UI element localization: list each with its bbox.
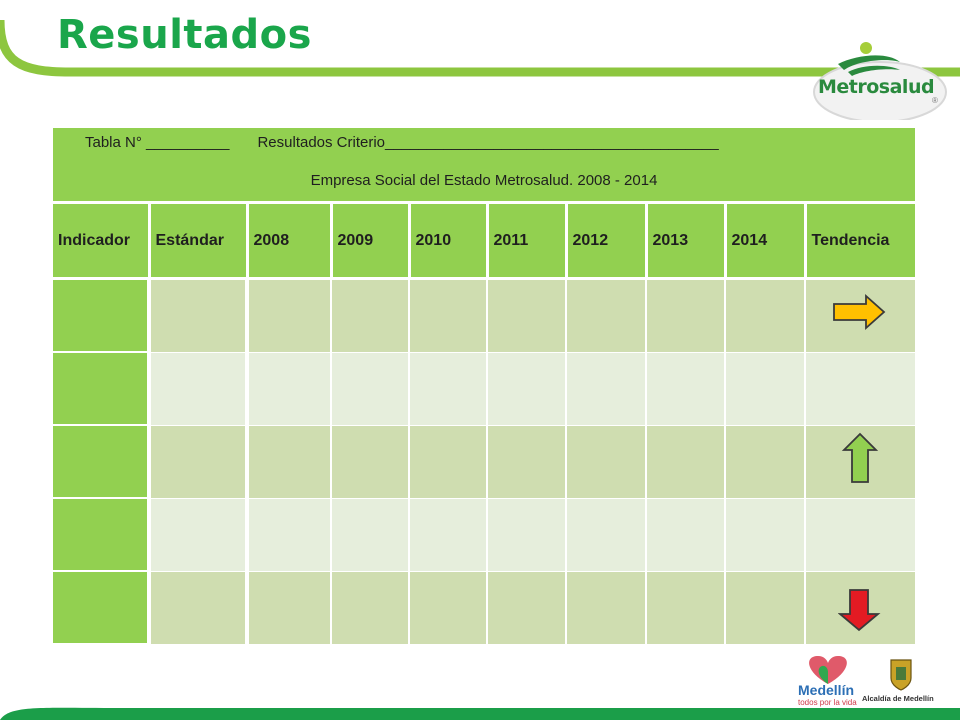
table-cell[interactable] — [724, 498, 805, 572]
table-cell[interactable] — [645, 498, 725, 572]
table-cell[interactable] — [724, 425, 805, 499]
table-cell[interactable] — [245, 425, 331, 499]
table-cell[interactable] — [565, 425, 646, 499]
metrosalud-logo: Metrosalud ® — [808, 36, 948, 120]
page-title: Resultados — [57, 12, 312, 58]
table-cell[interactable] — [408, 571, 487, 645]
caption-blank-number: __________ — [146, 134, 230, 151]
table-cell[interactable] — [565, 571, 646, 645]
table-cell[interactable] — [245, 278, 331, 353]
column-header: 2013 — [644, 201, 725, 280]
column-header: 2008 — [245, 201, 331, 280]
table-row — [53, 498, 915, 572]
table-cell[interactable] — [147, 425, 247, 499]
table-row — [53, 352, 915, 426]
trend-cell — [804, 498, 915, 572]
table-cell[interactable] — [53, 498, 149, 572]
table-cell[interactable] — [147, 352, 247, 426]
table-cell[interactable] — [147, 278, 247, 353]
down-arrow-icon — [838, 588, 881, 631]
alcaldia-logo: Alcaldía de Medellín — [862, 658, 938, 708]
trend-cell — [804, 278, 915, 353]
caption-tabla: Tabla N° — [85, 134, 142, 151]
table-cell[interactable] — [53, 278, 149, 353]
column-header: 2012 — [564, 201, 646, 280]
table-cell[interactable] — [147, 498, 247, 572]
column-header: Indicador — [53, 201, 149, 280]
table-cell[interactable] — [330, 278, 409, 353]
trend-cell — [804, 425, 915, 499]
table-cell[interactable] — [565, 278, 646, 353]
column-header: 2014 — [723, 201, 805, 280]
logo-text: Metrosalud — [818, 76, 935, 98]
medellin-name: Medellín — [798, 682, 855, 698]
trend-cell — [804, 352, 915, 426]
table-cell[interactable] — [408, 425, 487, 499]
table-cell[interactable] — [724, 352, 805, 426]
table-caption: Tabla N° __________ Resultados Criterio__… — [53, 128, 915, 201]
caption-resultados: Resultados Criterio — [257, 134, 386, 151]
table-cell[interactable] — [53, 571, 149, 645]
logo-registered-mark: ® — [932, 96, 938, 105]
column-header: 2011 — [485, 201, 566, 280]
table-cell[interactable] — [565, 352, 646, 426]
table-cell[interactable] — [645, 352, 725, 426]
table-cell[interactable] — [486, 278, 566, 353]
table-cell[interactable] — [408, 498, 487, 572]
metrosalud-figure-icon — [813, 42, 947, 120]
table-cell[interactable] — [724, 571, 805, 645]
table-cell[interactable] — [53, 352, 149, 426]
medellin-logo: Medellín todos por la vida — [796, 652, 860, 710]
table-cell[interactable] — [645, 278, 725, 353]
table-header-row: Indicador Estándar 2008 2009 2010 2011 2… — [53, 201, 915, 280]
column-header: Estándar — [147, 201, 247, 280]
table-cell[interactable] — [330, 498, 409, 572]
table-cell[interactable] — [147, 571, 247, 645]
table-cell[interactable] — [645, 571, 725, 645]
table-cell[interactable] — [53, 425, 149, 499]
column-header: 2009 — [329, 201, 409, 280]
table-cell[interactable] — [408, 278, 487, 353]
table-cell[interactable] — [330, 425, 409, 499]
table-cell[interactable] — [330, 571, 409, 645]
table-cell[interactable] — [330, 352, 409, 426]
column-header: 2010 — [407, 201, 487, 280]
column-header: Tendencia — [803, 201, 915, 280]
table-subtitle: Empresa Social del Estado Metrosalud. 20… — [310, 172, 658, 189]
medellin-slogan: todos por la vida — [798, 698, 857, 707]
table-caption-line: Tabla N° __________ Resultados Criterio__… — [53, 134, 915, 151]
table-cell[interactable] — [486, 571, 566, 645]
alcaldia-name: Alcaldía de Medellín — [862, 694, 934, 703]
table-cell[interactable] — [245, 498, 331, 572]
caption-blank-criterio: ________________________________________ — [385, 134, 719, 151]
table-cell[interactable] — [408, 352, 487, 426]
table-cell[interactable] — [245, 571, 331, 645]
table-cell[interactable] — [245, 352, 331, 426]
table-cell[interactable] — [724, 278, 805, 353]
table-row — [53, 425, 915, 499]
up-arrow-icon — [841, 432, 879, 483]
table-row — [53, 278, 915, 353]
table-cell[interactable] — [486, 498, 566, 572]
table-cell[interactable] — [565, 498, 646, 572]
trend-cell — [804, 571, 915, 645]
results-table: Indicador Estándar 2008 2009 2010 2011 2… — [53, 201, 915, 645]
table-cell[interactable] — [645, 425, 725, 499]
table-cell[interactable] — [486, 425, 566, 499]
coat-of-arms-icon — [890, 659, 912, 691]
table-cell[interactable] — [486, 352, 566, 426]
heart-icon — [809, 656, 847, 684]
table-row — [53, 571, 915, 645]
right-arrow-icon — [833, 294, 886, 331]
